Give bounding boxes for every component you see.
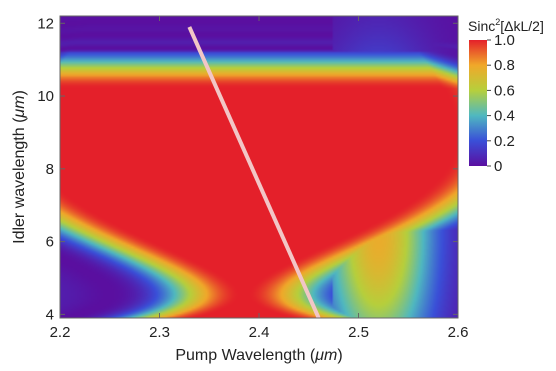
x-tick-label: 2.5 bbox=[348, 324, 369, 341]
colorbar-title: Sinc2[ΔkL/2] bbox=[468, 17, 544, 34]
colorbar-tick-label: 0 bbox=[494, 158, 502, 175]
colorbar-legend: Sinc2[ΔkL/2] 0 0.2 0.4 0.6 0.8 1.0 bbox=[468, 17, 544, 175]
y-tick-label: 4 bbox=[46, 306, 54, 323]
colorbar-tick-label: 1.0 bbox=[494, 32, 515, 49]
y-tick-label: 6 bbox=[46, 234, 54, 251]
x-axis-title: Pump Wavelength (μm) bbox=[175, 347, 342, 364]
x-tick-label: 2.4 bbox=[249, 324, 270, 341]
y-tick-label: 10 bbox=[37, 88, 54, 105]
x-tick-label: 2.6 bbox=[448, 324, 469, 341]
colorbar-tick-label: 0.6 bbox=[494, 82, 515, 99]
colorbar-tick-label: 0.4 bbox=[494, 108, 515, 125]
colorbar-tick-label: 0.2 bbox=[494, 133, 515, 150]
colorbar-ticks: 0 0.2 0.4 0.6 0.8 1.0 bbox=[487, 32, 515, 175]
colorbar-gradient bbox=[469, 40, 487, 166]
phase-matching-line bbox=[187, 26, 321, 318]
y-axis-title: Idler wavelength (μm) bbox=[11, 90, 28, 244]
y-axis: 4 6 8 10 12 bbox=[37, 15, 458, 323]
heatmap-image bbox=[60, 16, 458, 318]
y-tick-label: 12 bbox=[37, 15, 54, 32]
y-tick-label: 8 bbox=[46, 161, 54, 178]
x-axis: 2.2 2.3 2.4 2.5 2.6 bbox=[50, 16, 469, 341]
colorbar-tick-label: 0.8 bbox=[494, 57, 515, 74]
x-tick-label: 2.2 bbox=[50, 324, 71, 341]
x-tick-label: 2.3 bbox=[149, 324, 170, 341]
